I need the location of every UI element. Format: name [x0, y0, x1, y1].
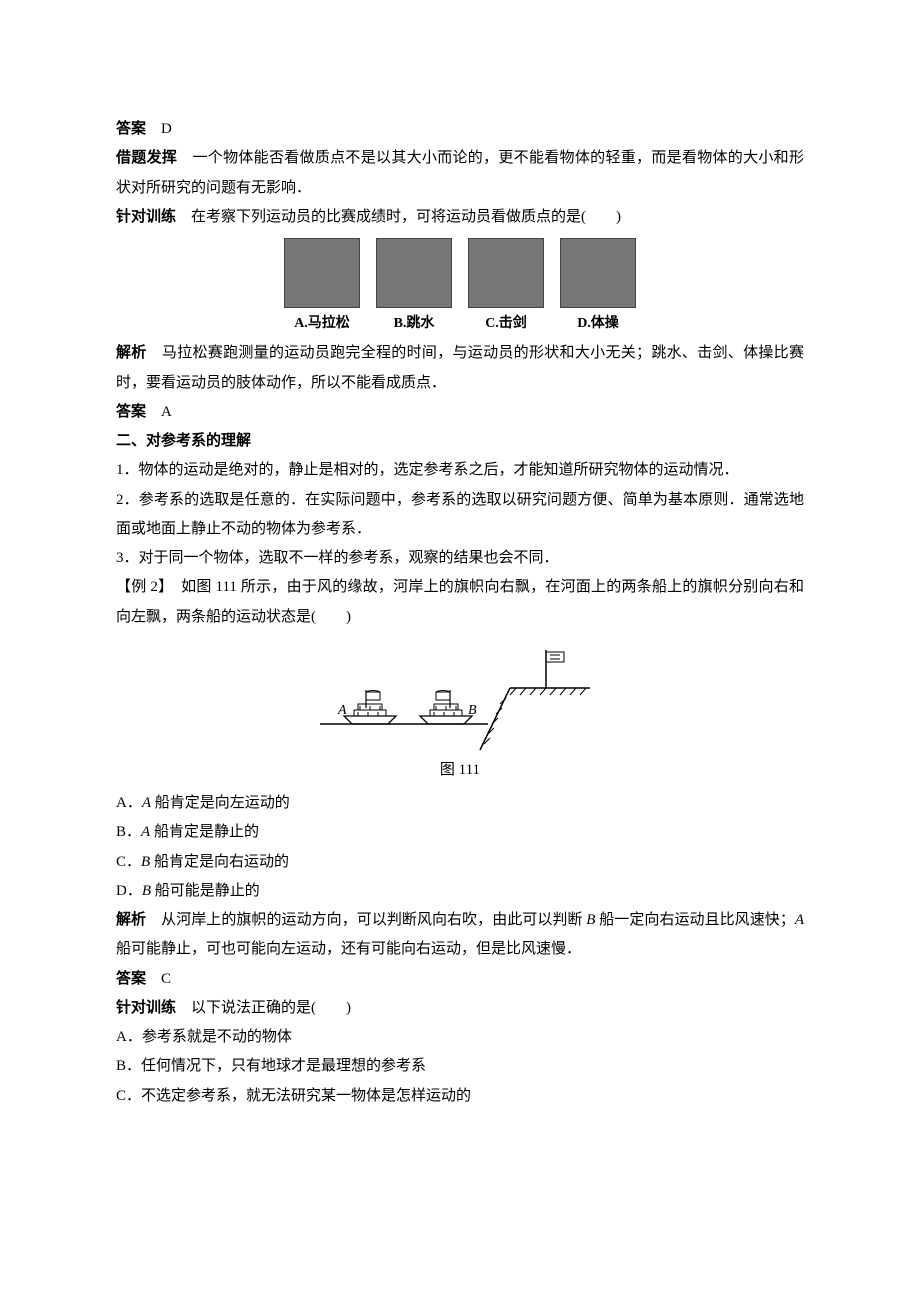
- example-2: 【例 2】 如图 111 所示，由于风的缘故，河岸上的旗帜向右飘，在河面上的两条…: [116, 573, 804, 632]
- figure-111: A B 图 111: [116, 642, 804, 785]
- sport-image-marathon: [284, 238, 360, 308]
- option-a-boat: A: [142, 795, 151, 811]
- sport-image-diving: [376, 238, 452, 308]
- figure-111-svg: A B: [310, 642, 610, 752]
- option-d: D．B 船可能是静止的: [116, 877, 804, 906]
- targeted-practice-1-label: 针对训练: [116, 209, 176, 225]
- option-a: A．A 船肯定是向左运动的: [116, 789, 804, 818]
- option-b-text: 船肯定是静止的: [150, 824, 259, 840]
- sport-image-fencing: [468, 238, 544, 308]
- option-b-prefix: B．: [116, 824, 141, 840]
- option2-c: C．不选定参考系，就无法研究某一物体是怎样运动的: [116, 1082, 804, 1111]
- answer-3-label: 答案: [116, 971, 146, 987]
- targeted-practice-2-label: 针对训练: [116, 1000, 176, 1016]
- point-2: 2．参考系的选取是任意的．在实际问题中，参考系的选取以研究问题方便、简单为基本原…: [116, 486, 804, 545]
- option2-a: A．参考系就是不动的物体: [116, 1023, 804, 1052]
- figure-111-caption: 图 111: [440, 756, 480, 785]
- point-3: 3．对于同一个物体，选取不一样的参考系，观察的结果也会不同．: [116, 544, 804, 573]
- answer-2: 答案 A: [116, 398, 804, 427]
- answer-2-label: 答案: [116, 404, 146, 420]
- analysis-2-a: A: [795, 912, 804, 928]
- example-2-text: 如图 111 所示，由于风的缘故，河岸上的旗帜向右飘，在河面上的两条船上的旗帜分…: [116, 579, 804, 624]
- sport-option-c: C.击剑: [468, 238, 544, 337]
- option-b: B．A 船肯定是静止的: [116, 818, 804, 847]
- answer-1-text: D: [161, 121, 172, 137]
- analysis-1-label: 解析: [116, 345, 147, 361]
- jietifahui: 借题发挥 一个物体能否看做质点不是以其大小而论的，更不能看物体的轻重，而是看物体…: [116, 144, 804, 203]
- option-a-text: 船肯定是向左运动的: [151, 795, 290, 811]
- analysis-2-t1: 从河岸上的旗帜的运动方向，可以判断风向右吹，由此可以判断: [146, 912, 586, 928]
- targeted-practice-1-text: 在考察下列运动员的比赛成绩时，可将运动员看做质点的是( ): [176, 209, 621, 225]
- sport-image-gymnastics: [560, 238, 636, 308]
- jietifahui-label: 借题发挥: [116, 150, 177, 166]
- jietifahui-text: 一个物体能否看做质点不是以其大小而论的，更不能看物体的轻重，而是看物体的大小和形…: [116, 150, 804, 195]
- sport-label-a: A.马拉松: [294, 310, 350, 337]
- sport-label-c: C.击剑: [485, 310, 527, 337]
- option-c-boat: B: [141, 854, 150, 870]
- targeted-practice-2-text: 以下说法正确的是( ): [176, 1000, 351, 1016]
- option-a-prefix: A．: [116, 795, 142, 811]
- option-c-text: 船肯定是向右运动的: [150, 854, 289, 870]
- sports-options-row: A.马拉松 B.跳水 C.击剑 D.体操: [116, 238, 804, 337]
- targeted-practice-2: 针对训练 以下说法正确的是( ): [116, 994, 804, 1023]
- analysis-2-t3: 船可能静止，可也可能向左运动，还有可能向右运动，但是比风速慢．: [116, 941, 581, 957]
- analysis-1-text: 马拉松赛跑测量的运动员跑完全程的时间，与运动员的形状和大小无关；跳水、击剑、体操…: [116, 345, 804, 390]
- figure-label-b: B: [468, 703, 477, 718]
- analysis-2-t2: 船一定向右运动且比风速快；: [595, 912, 794, 928]
- option-c: C．B 船肯定是向右运动的: [116, 848, 804, 877]
- answer-1: 答案 D: [116, 115, 804, 144]
- sport-option-d: D.体操: [560, 238, 636, 337]
- analysis-2-label: 解析: [116, 912, 146, 928]
- analysis-1: 解析 马拉松赛跑测量的运动员跑完全程的时间，与运动员的形状和大小无关；跳水、击剑…: [116, 339, 804, 398]
- answer-3-value: C: [161, 971, 171, 987]
- targeted-practice-1: 针对训练 在考察下列运动员的比赛成绩时，可将运动员看做质点的是( ): [116, 203, 804, 232]
- option-b-boat: A: [141, 824, 150, 840]
- sport-option-a: A.马拉松: [284, 238, 360, 337]
- point-1: 1．物体的运动是绝对的，静止是相对的，选定参考系之后，才能知道所研究物体的运动情…: [116, 456, 804, 485]
- option-c-prefix: C．: [116, 854, 141, 870]
- analysis-2: 解析 从河岸上的旗帜的运动方向，可以判断风向右吹，由此可以判断 B 船一定向右运…: [116, 906, 804, 965]
- answer-1-value: [146, 121, 161, 137]
- option-d-boat: B: [142, 883, 151, 899]
- answer-2-gap: [146, 404, 161, 420]
- answer-3-gap: [146, 971, 161, 987]
- answer-1-label: 答案: [116, 121, 146, 137]
- sport-label-d: D.体操: [577, 310, 619, 337]
- sport-label-b: B.跳水: [394, 310, 435, 337]
- answer-3: 答案 C: [116, 965, 804, 994]
- figure-label-a: A: [337, 703, 347, 718]
- sport-option-b: B.跳水: [376, 238, 452, 337]
- answer-2-value: A: [161, 404, 172, 420]
- option2-b: B．任何情况下，只有地球才是最理想的参考系: [116, 1052, 804, 1081]
- section-2-title: 二、对参考系的理解: [116, 427, 804, 456]
- example-2-label: 【例 2】: [116, 579, 166, 595]
- option-d-prefix: D．: [116, 883, 142, 899]
- option-d-text: 船可能是静止的: [151, 883, 260, 899]
